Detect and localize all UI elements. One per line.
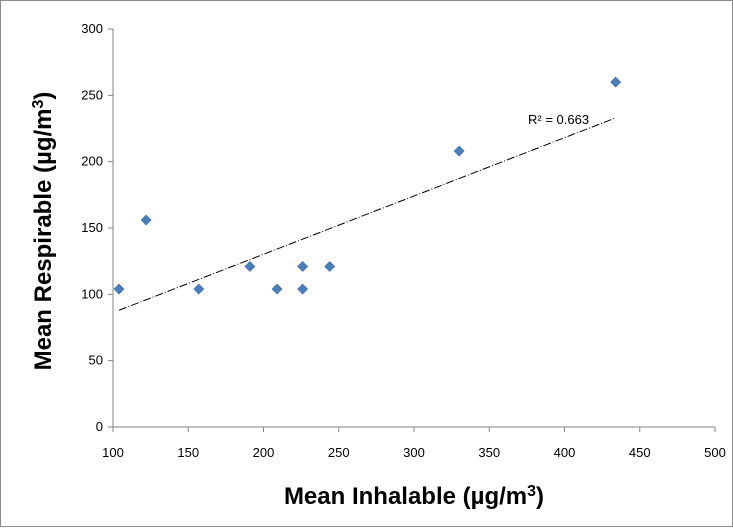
scatter-point (453, 145, 465, 157)
x-tick-label: 300 (403, 445, 425, 460)
x-tick-labels: 100 150 200 250 300 350 400 450 500 (102, 445, 726, 460)
y-axis-title: Mean Respirable (µg/m3) (30, 92, 58, 371)
x-tick-label: 100 (102, 445, 124, 460)
x-tick-label: 450 (629, 445, 651, 460)
y-tick-label: 200 (81, 154, 103, 169)
plot-axes (108, 28, 716, 432)
scatter-point (113, 283, 125, 295)
x-axis-title-superscript: 3 (527, 483, 536, 500)
scatter-point (140, 214, 152, 226)
linear-trendline (118, 117, 616, 311)
y-tick-label: 150 (81, 220, 103, 235)
scatter-point (244, 261, 256, 272)
x-axis-title-end: ) (536, 483, 544, 510)
x-tick-label: 350 (478, 445, 500, 460)
y-tick-label: 300 (81, 21, 103, 36)
x-tick-label: 200 (253, 445, 275, 460)
y-tick-label: 100 (81, 286, 103, 301)
y-tick-label: 50 (89, 353, 103, 368)
y-axis-title-superscript: 3 (30, 100, 47, 109)
scatter-point (271, 283, 283, 295)
y-tick-label: 0 (96, 419, 103, 434)
x-tick-label: 250 (328, 445, 350, 460)
x-axis-title: Mean Inhalable (µg/m3) (284, 483, 544, 511)
scatter-point (610, 76, 622, 88)
y-tick-label: 250 (81, 87, 103, 102)
r-squared-annotation: R² = 0.663 (528, 112, 589, 127)
x-tick-label: 400 (554, 445, 576, 460)
scatter-point (297, 283, 309, 295)
x-axis-title-main: Mean Inhalable (µg/m (284, 483, 527, 510)
scatter-point (324, 261, 336, 272)
x-tick-label: 150 (177, 445, 199, 460)
x-tick-label: 500 (704, 445, 726, 460)
y-tick-labels: 0 50 100 150 200 250 300 (81, 21, 103, 434)
scatter-point (297, 261, 309, 272)
trendline-group (118, 117, 616, 311)
y-axis-title-end: ) (30, 92, 57, 100)
data-points (113, 76, 622, 295)
scatter-point (193, 283, 205, 295)
y-axis-title-main: Mean Respirable (µg/m (30, 109, 57, 371)
